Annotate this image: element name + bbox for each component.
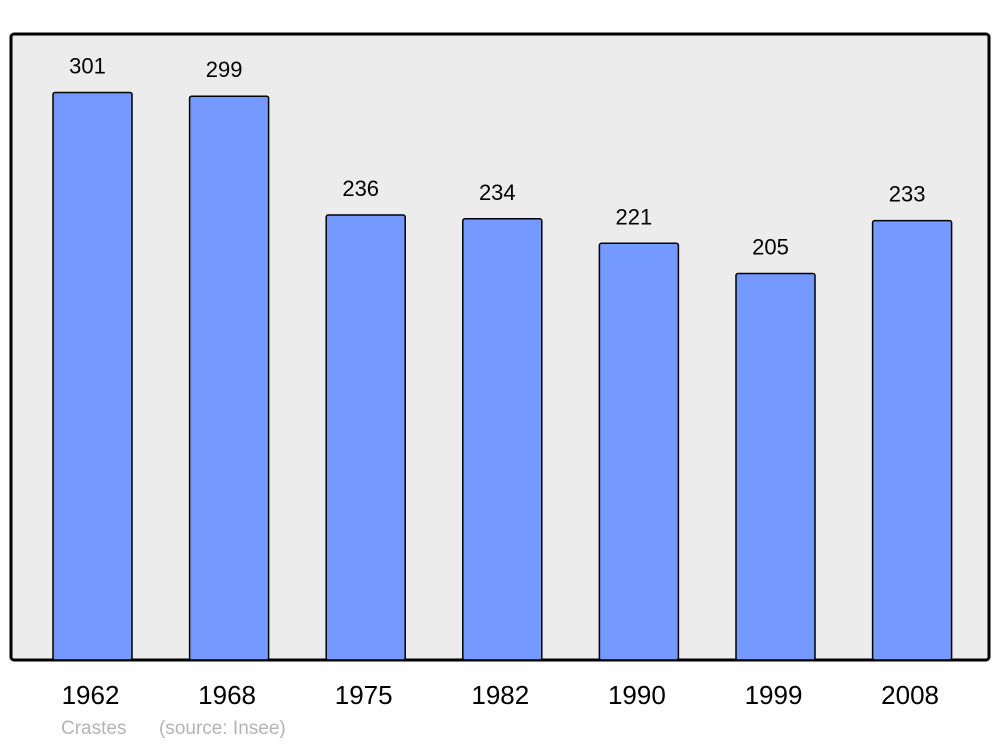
x-tick-label-1982: 1982	[471, 680, 529, 710]
data-label-1999: 205	[752, 234, 789, 259]
x-tick-label-1962: 1962	[62, 680, 120, 710]
data-label-1968: 299	[206, 57, 243, 82]
data-label-1975: 236	[342, 176, 379, 201]
bar-1982	[462, 218, 543, 661]
x-tick-label-1990: 1990	[608, 680, 666, 710]
bar-1990	[598, 242, 680, 661]
bar-1975	[325, 214, 406, 661]
bar-2008	[871, 219, 953, 661]
source-note: (source: Insee)	[159, 718, 286, 739]
x-tick-label-2008: 2008	[881, 680, 939, 710]
bar-1968	[188, 95, 270, 661]
x-tick-label-1999: 1999	[745, 680, 803, 710]
commune-name: Crastes	[61, 718, 127, 739]
x-tick-label-1968: 1968	[198, 680, 256, 710]
data-label-1962: 301	[69, 53, 106, 78]
data-label-2008: 233	[889, 182, 926, 207]
x-tick-label-1975: 1975	[335, 680, 393, 710]
bar-1962	[52, 91, 133, 661]
data-label-1990: 221	[616, 204, 653, 229]
data-label-1982: 234	[479, 180, 516, 205]
bar-1999	[735, 272, 816, 661]
